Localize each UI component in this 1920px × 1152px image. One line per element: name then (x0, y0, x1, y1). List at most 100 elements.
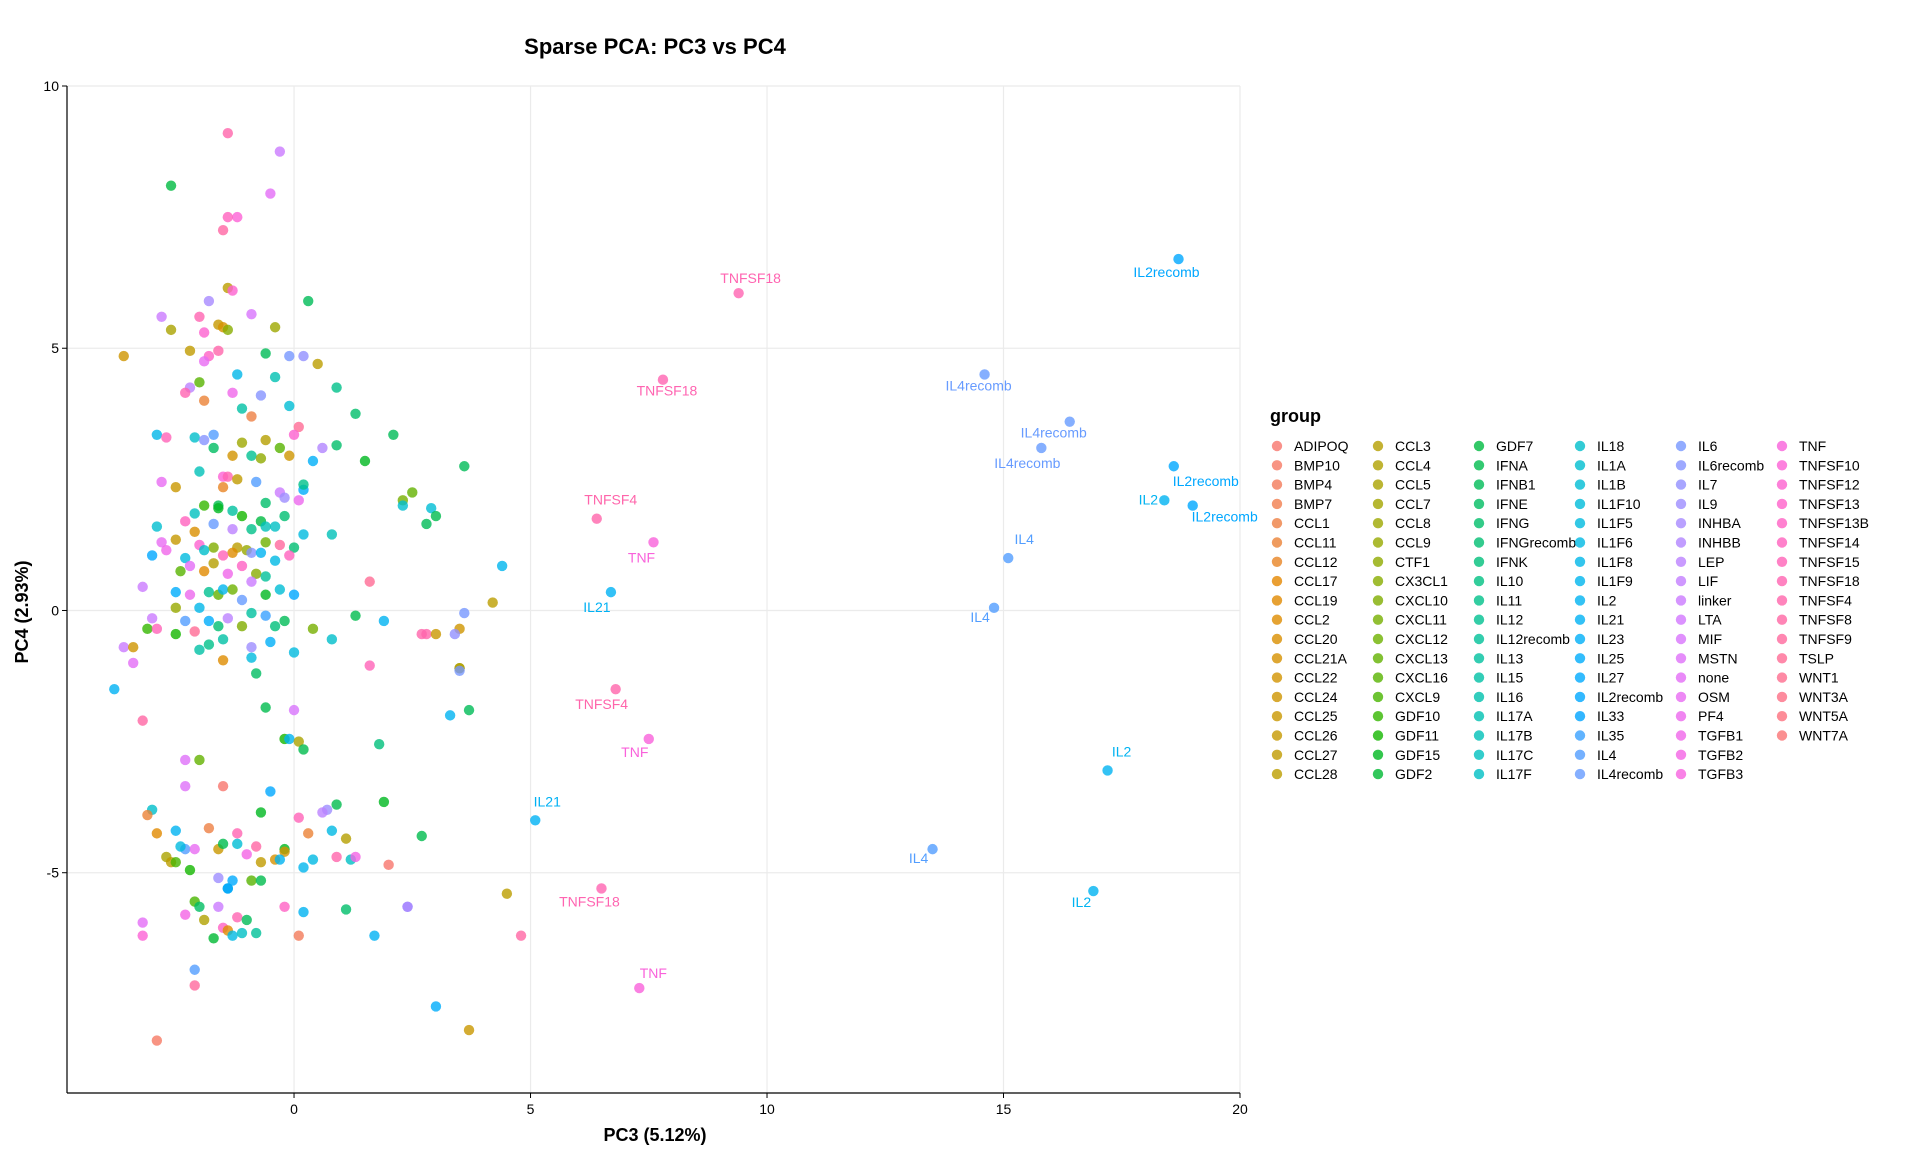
data-point (184, 589, 196, 600)
legend-label: CCL8 (1395, 515, 1431, 531)
x-axis-title: PC3 (5.12%) (603, 1125, 706, 1145)
legend-label: WNT7A (1799, 728, 1849, 744)
legend-label: CCL26 (1294, 728, 1338, 744)
legend-key (1473, 672, 1485, 683)
legend-key (1271, 711, 1283, 722)
data-point (156, 311, 167, 322)
data-point (255, 875, 267, 886)
legend-label: CCL20 (1294, 631, 1338, 647)
legend-label: none (1698, 670, 1729, 686)
data-point (170, 602, 181, 614)
legend-label: IL6recomb (1698, 457, 1764, 473)
x-tick-label: 20 (1232, 1101, 1248, 1117)
legend-key (1675, 479, 1687, 490)
legend-key (1473, 460, 1485, 471)
data-point (246, 308, 257, 320)
data-point (165, 324, 177, 336)
data-point (170, 825, 181, 836)
point-label: IL2 (1112, 743, 1132, 759)
data-point (189, 508, 200, 519)
data-point (213, 872, 224, 884)
legend-key (1574, 479, 1586, 490)
legend-key (1372, 479, 1384, 490)
data-point (274, 539, 286, 551)
data-point (430, 628, 442, 640)
legend-label: TGFB1 (1698, 728, 1743, 744)
data-point (265, 636, 276, 648)
data-point (128, 641, 139, 653)
legend-key (1574, 575, 1586, 587)
legend-label: MSTN (1698, 650, 1738, 666)
data-point (260, 497, 271, 509)
data-point (293, 930, 304, 941)
data-point (227, 505, 238, 517)
legend-label: LIF (1698, 573, 1718, 589)
data-point (260, 434, 271, 446)
data-point (232, 211, 243, 223)
data-point (383, 859, 394, 871)
legend-label: BMP7 (1294, 496, 1332, 512)
legend-label: CCL9 (1395, 535, 1431, 551)
data-point (170, 482, 181, 493)
legend-label: IL13 (1496, 650, 1523, 666)
data-point (988, 602, 1000, 614)
data-point (307, 623, 319, 635)
legend-key (1675, 768, 1687, 780)
legend-key (1574, 672, 1586, 683)
data-point (184, 560, 196, 572)
point-label: TNFSF18 (720, 270, 781, 286)
legend-key (1473, 498, 1485, 510)
legend-key (1271, 556, 1283, 567)
data-point (279, 492, 290, 503)
legend-label: BMP4 (1294, 477, 1332, 493)
data-point (430, 1001, 442, 1012)
legend-key (1372, 653, 1384, 664)
point-label: IL4 (909, 850, 929, 866)
legend-label: IFNG (1496, 515, 1529, 531)
legend-key (1675, 711, 1687, 722)
data-point (156, 537, 167, 548)
legend-label: TNFSF4 (1799, 592, 1852, 608)
data-point (1173, 253, 1184, 265)
legend-label: CXCL11 (1395, 612, 1447, 628)
legend-label: WNT3A (1799, 689, 1849, 705)
data-point (274, 146, 286, 157)
data-point (1159, 495, 1170, 506)
legend-label: GDF7 (1496, 438, 1534, 454)
data-point (208, 442, 219, 454)
legend-key (1574, 498, 1586, 510)
data-point (298, 862, 309, 873)
legend-key (1574, 749, 1586, 760)
data-point (274, 854, 286, 865)
legend-label: IL1F5 (1597, 515, 1633, 531)
data-point (279, 510, 290, 522)
legend-label: CXCL10 (1395, 592, 1448, 608)
data-point (203, 586, 215, 598)
point-label: IL4recomb (994, 455, 1060, 471)
data-point (288, 542, 300, 553)
data-point (246, 547, 257, 558)
legend-key (1776, 479, 1788, 490)
data-point (118, 641, 129, 653)
data-point (496, 560, 508, 572)
data-point (194, 754, 205, 766)
data-point (288, 647, 300, 658)
point-label: TNF (640, 965, 667, 981)
data-point (416, 830, 427, 842)
legend-label: CXCL16 (1395, 670, 1448, 686)
legend-key (1776, 498, 1788, 510)
data-point (198, 500, 210, 511)
data-point (217, 584, 229, 595)
data-point (213, 503, 224, 514)
data-point (241, 914, 252, 926)
data-point (255, 807, 267, 818)
data-point (463, 704, 475, 716)
data-point (170, 628, 181, 640)
data-point (369, 930, 380, 941)
legend-label: TGFB3 (1698, 766, 1743, 782)
data-point (189, 526, 200, 538)
chart-title: Sparse PCA: PC3 vs PC4 (524, 34, 786, 59)
data-point (203, 639, 215, 650)
legend-label: TNFSF13B (1799, 515, 1869, 531)
point-label: IL2recomb (1192, 509, 1258, 525)
